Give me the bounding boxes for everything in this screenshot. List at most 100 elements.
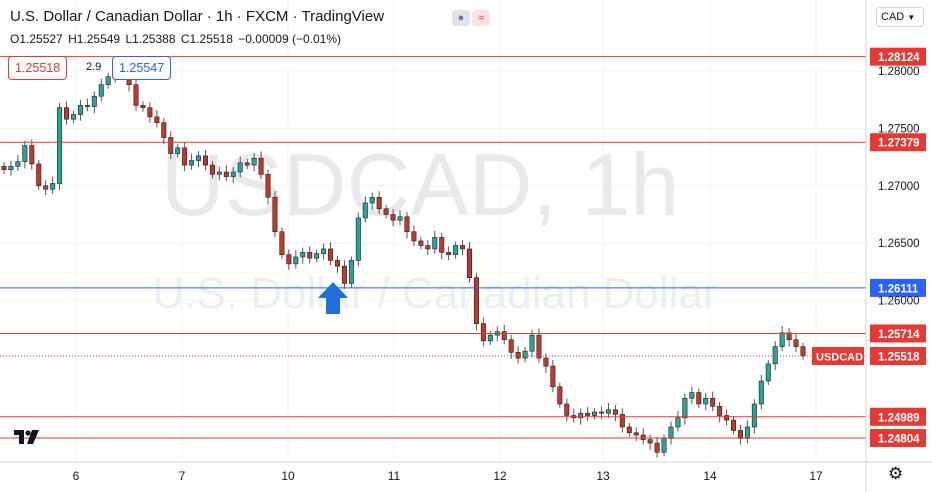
candle [279, 227, 285, 259]
candle [57, 102, 63, 191]
gear-icon[interactable]: ⚙ [888, 464, 904, 483]
time-tick-label: 13 [596, 469, 610, 483]
candle [84, 98, 90, 112]
ohlc-change: −0.00009 (−0.01%) [238, 32, 341, 46]
ohlc-close: C1.25518 [180, 32, 233, 46]
candle [244, 158, 250, 170]
candle [29, 139, 35, 170]
candle [314, 249, 320, 263]
time-tick-label: 12 [493, 469, 507, 483]
candle [168, 131, 174, 160]
level-label: 1.28124 [870, 47, 926, 66]
candle [793, 333, 799, 352]
candle [467, 242, 473, 283]
spread-value: 2.9 [86, 61, 102, 73]
candle [411, 225, 417, 247]
candle [404, 212, 410, 239]
candle [425, 240, 431, 256]
candle [501, 324, 507, 345]
candle [703, 392, 709, 411]
candle [737, 425, 743, 445]
candle [209, 161, 215, 179]
tradingview-logo-icon [14, 430, 39, 444]
price-axis[interactable]: 1.28000 1.27500 1.27000 1.26500 1.26000 [878, 66, 920, 308]
time-tick-label: 11 [388, 469, 401, 483]
price-tick-label: 1.27000 [878, 181, 920, 193]
candle [334, 255, 340, 273]
candle [22, 140, 28, 169]
candle [189, 153, 195, 170]
candle [724, 409, 730, 426]
candle [293, 250, 299, 269]
candle [626, 422, 632, 437]
sell-button[interactable]: 1.25518 [8, 56, 68, 80]
candle [1, 162, 7, 174]
candle [355, 212, 361, 267]
symbol-tag: USDCAD [812, 347, 864, 366]
buy-button[interactable]: 1.25547 [112, 56, 172, 80]
candle [321, 243, 327, 260]
candle [230, 167, 236, 184]
ohlc-high: H1.25549 [68, 32, 121, 46]
candle [258, 151, 264, 180]
level-label: 1.24989 [870, 407, 926, 426]
candle [585, 407, 591, 421]
price-tick-label: 1.26500 [878, 238, 920, 250]
candle [460, 240, 466, 256]
candle [15, 154, 21, 171]
candle [689, 386, 695, 404]
level-label: 1.27379 [870, 133, 926, 152]
currency-select[interactable]: CAD ▼ [876, 7, 924, 27]
candle [696, 388, 702, 409]
candle [105, 72, 111, 89]
watermark-symbol: USDCAD, 1h [161, 135, 679, 234]
svg-text:1.24804: 1.24804 [878, 434, 920, 446]
candle [564, 398, 570, 422]
candle [473, 272, 479, 331]
candle [640, 428, 646, 445]
candle [175, 143, 181, 158]
candle [307, 246, 313, 264]
svg-text:1.26111: 1.26111 [878, 283, 919, 295]
candle [543, 353, 549, 373]
svg-text:1.27379: 1.27379 [878, 138, 920, 150]
last-price-label: 1.25518 [870, 347, 926, 366]
ohlc-open: O1.25527 [10, 32, 63, 46]
svg-text:1.28124: 1.28124 [878, 52, 920, 64]
candle [362, 196, 368, 223]
candle [91, 91, 97, 114]
candle [397, 210, 403, 225]
time-axis[interactable]: 6 7 10 11 12 13 14 17 [73, 469, 823, 483]
candle [717, 401, 723, 423]
candle [8, 160, 14, 176]
candlestick-series [1, 60, 806, 458]
horizontal-levels[interactable]: 1.28124 1.27379 1.25714 1.24989 1.24804 1.261… [0, 47, 926, 448]
candle [557, 382, 563, 409]
candle [480, 317, 486, 347]
candle [36, 159, 42, 190]
ohlc-readout: O1.25527 H1.25549 L1.25388 C1.25518 −0.0… [10, 32, 343, 46]
candle [439, 232, 445, 260]
chevron-down-icon: ▼ [907, 13, 916, 22]
candle [508, 334, 514, 360]
eye-icon[interactable]: ● [452, 10, 470, 26]
candle [772, 341, 778, 370]
candle [376, 191, 382, 215]
svg-text:1.25714: 1.25714 [878, 329, 920, 341]
up-arrow-icon [318, 282, 348, 314]
candle [731, 416, 737, 435]
level-label: 1.24804 [870, 429, 926, 448]
pivot-level-label: 1.26111 [870, 278, 926, 297]
candle [710, 391, 716, 412]
svg-text:1.24989: 1.24989 [878, 412, 920, 424]
wave-icon[interactable]: ≈ [472, 10, 490, 26]
candle [348, 256, 354, 288]
candle [800, 342, 806, 360]
indicator-toggle[interactable]: ● ≈ [452, 10, 492, 26]
candle [605, 402, 611, 418]
candle [383, 204, 389, 219]
candle [432, 230, 438, 254]
candle [223, 165, 229, 182]
candle [619, 408, 625, 433]
